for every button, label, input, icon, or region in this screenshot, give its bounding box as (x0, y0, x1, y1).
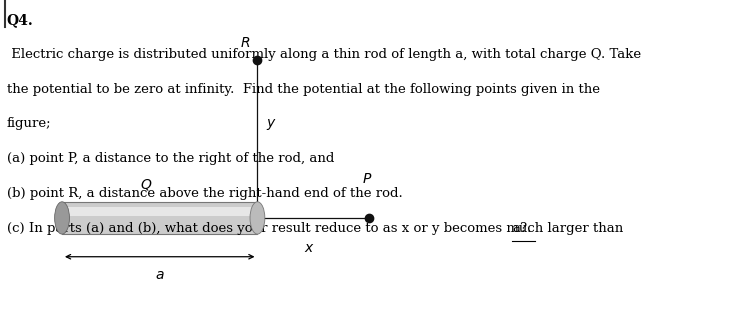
Text: $R$: $R$ (240, 36, 250, 50)
Text: $P$: $P$ (362, 171, 372, 185)
Text: (c) In parts (a) and (b), what does your result reduce to as x or y becomes much: (c) In parts (a) and (b), what does your… (7, 222, 628, 235)
Ellipse shape (250, 202, 265, 234)
Bar (64, 207, 256, 216)
Bar (62, 202, 257, 234)
Text: Q4.: Q4. (7, 13, 33, 27)
Text: $a$: $a$ (155, 268, 165, 282)
Text: (b) point R, a distance above the right-hand end of the rod.: (b) point R, a distance above the right-… (7, 187, 402, 200)
Text: (a) point P, a distance to the right of the rod, and: (a) point P, a distance to the right of … (7, 152, 334, 165)
Text: the potential to be zero at infinity.  Find the potential at the following point: the potential to be zero at infinity. Fi… (7, 82, 599, 96)
Text: figure;: figure; (7, 117, 51, 130)
Text: $y$: $y$ (265, 117, 276, 132)
Text: $x$: $x$ (305, 241, 315, 255)
Text: Electric charge is distributed uniformly along a thin rod of length a, with tota: Electric charge is distributed uniformly… (7, 48, 641, 61)
Ellipse shape (55, 202, 70, 234)
Text: a?.: a?. (512, 222, 531, 235)
Text: $Q$: $Q$ (140, 177, 153, 192)
